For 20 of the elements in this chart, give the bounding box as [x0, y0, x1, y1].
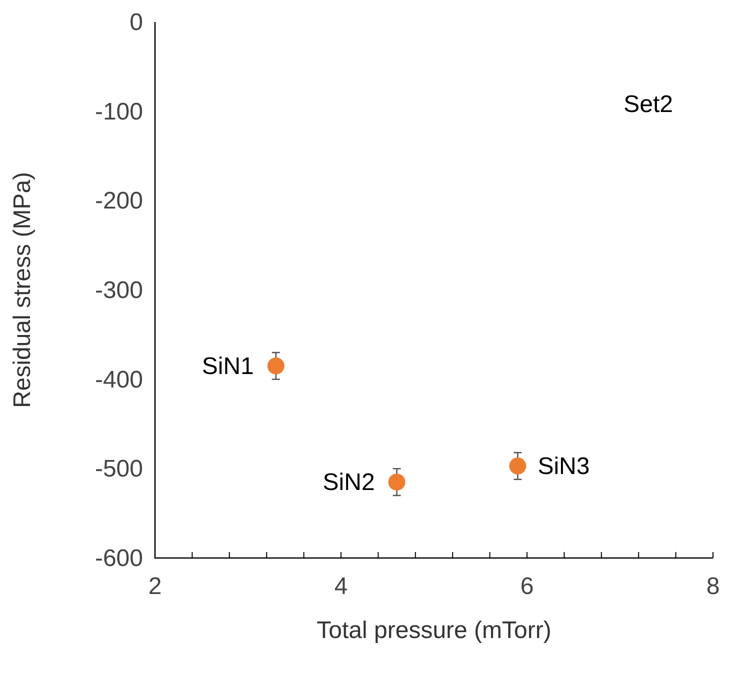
- y-tick-label: -400: [94, 366, 143, 394]
- x-tick-label: 4: [334, 573, 348, 600]
- annotation: Set2: [624, 91, 673, 118]
- y-axis-title: Residual stress (MPa): [9, 172, 36, 408]
- point: [267, 357, 284, 374]
- x-tick-label: 2: [148, 573, 162, 600]
- annotation: SiN3: [538, 452, 590, 480]
- x-tick-label: 6: [520, 573, 534, 600]
- x-tick-label: 8: [706, 573, 720, 600]
- annotation: SiN1: [202, 352, 254, 380]
- y-tick-label: 0: [130, 9, 143, 36]
- y-tick-label: -600: [94, 545, 143, 572]
- y-tick-label: -500: [94, 456, 143, 483]
- y-tick-label: -100: [94, 98, 143, 126]
- y-tick-label: -200: [94, 188, 143, 215]
- y-tick-label: -300: [94, 277, 143, 304]
- point: [388, 474, 406, 491]
- x-axis-title: Total pressure (mTorr): [316, 617, 552, 644]
- annotation: SiN2: [322, 469, 375, 496]
- point: [509, 457, 526, 474]
